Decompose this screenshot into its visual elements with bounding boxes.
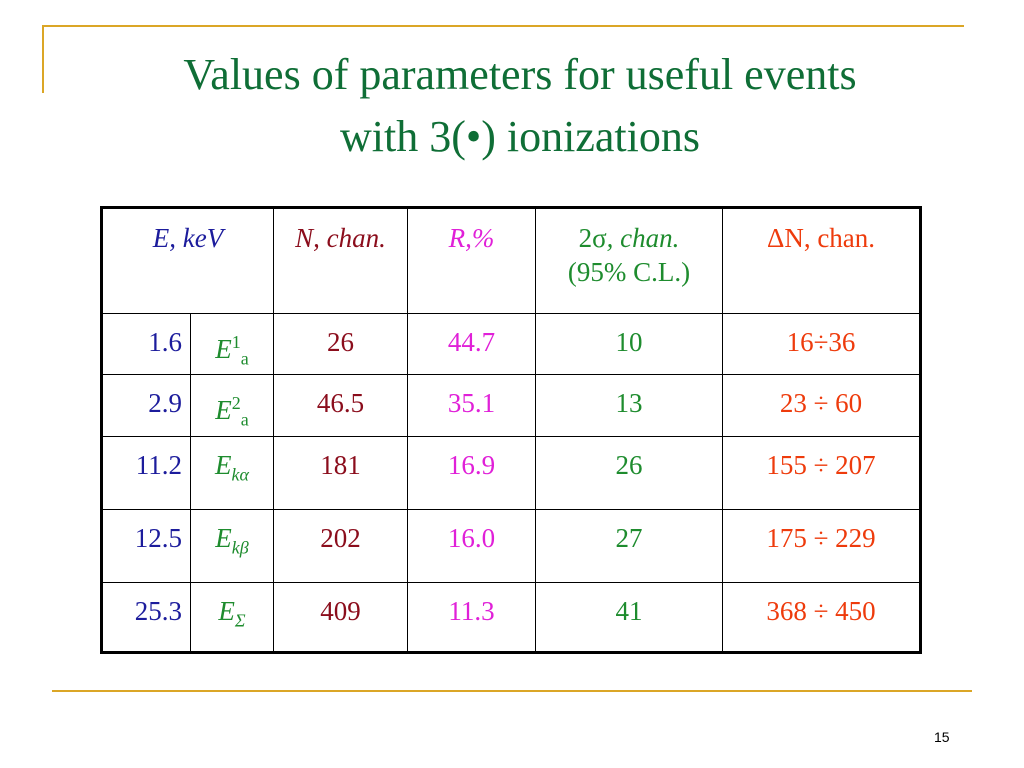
- header-two-sigma: 2σ, chan. (95% C.L.): [535, 207, 723, 314]
- r-value: 35.1: [447, 388, 496, 419]
- symbol-value: E2a: [191, 375, 273, 435]
- symbol-sub: kα: [231, 464, 249, 485]
- cell-two-sigma: 41: [535, 581, 723, 653]
- cell-energy: 11.2: [101, 435, 191, 510]
- cell-symbol: E1a: [190, 312, 274, 376]
- two-sigma-value: 27: [615, 522, 643, 553]
- cell-symbol: Ekβ: [190, 508, 274, 583]
- symbol-sub: kβ: [231, 537, 249, 558]
- table-row: 1.6 E1a 26 44.7 10 16÷36: [101, 312, 921, 376]
- symbol-value: E1a: [191, 314, 273, 374]
- symbol-value: Ekα: [191, 437, 273, 490]
- cell-n: 26: [273, 312, 408, 376]
- slide-title-line-2: with 3(•) ionizations: [339, 112, 700, 161]
- cell-energy: 2.9: [101, 374, 191, 437]
- symbol-base: E: [215, 522, 232, 553]
- header-n-chan: N, chan.: [273, 207, 408, 314]
- r-value: 11.3: [448, 595, 495, 626]
- delta-n-value: 368 ÷ 450: [766, 595, 876, 626]
- cell-symbol: E2a: [190, 374, 274, 437]
- symbol-value: EΣ: [191, 583, 273, 636]
- n-value: 202: [320, 522, 361, 553]
- header-energy-label: E, keV: [152, 223, 224, 253]
- symbol-sub: a: [240, 409, 249, 430]
- table-header-row: E, keV N, chan. R,% 2σ, chan. (95% C.L.)…: [101, 207, 921, 314]
- n-value: 26: [327, 327, 354, 357]
- table-row: 12.5 Ekβ 202 16.0 27 175 ÷ 229: [101, 508, 921, 583]
- parameters-table: E, keV N, chan. R,% 2σ, chan. (95% C.L.)…: [100, 206, 922, 654]
- header-r-percent: R,%: [407, 207, 536, 314]
- cell-two-sigma: 10: [535, 312, 723, 376]
- cell-delta-n: 368 ÷ 450: [722, 581, 921, 653]
- header-n-chan-label: N, chan.: [295, 223, 386, 253]
- symbol-base: E: [215, 395, 232, 426]
- n-value: 181: [320, 449, 361, 480]
- n-value: 409: [320, 595, 361, 626]
- cell-symbol: EΣ: [190, 581, 274, 653]
- two-sigma-value: 26: [615, 449, 643, 480]
- energy-value: 1.6: [148, 327, 182, 357]
- energy-value: 12.5: [134, 522, 182, 553]
- cell-r: 16.9: [407, 435, 536, 510]
- header-delta-n: ΔN, chan.: [722, 207, 921, 314]
- cell-n: 409: [273, 581, 408, 653]
- cell-symbol: Ekα: [190, 435, 274, 510]
- page-number: 15: [934, 729, 950, 745]
- slide-title-line-1: Values of parameters for useful events: [183, 50, 857, 99]
- cell-two-sigma: 27: [535, 508, 723, 583]
- symbol-base: E: [215, 334, 232, 364]
- symbol-sub: a: [240, 348, 249, 369]
- r-value: 16.9: [447, 449, 496, 480]
- slide-title: Values of parameters for useful events w…: [60, 44, 980, 168]
- cell-delta-n: 175 ÷ 229: [722, 508, 921, 583]
- energy-value: 25.3: [134, 595, 182, 626]
- header-two-sigma-unit: , chan.: [606, 223, 680, 253]
- cell-two-sigma: 26: [535, 435, 723, 510]
- cell-r: 35.1: [407, 374, 536, 437]
- symbol-sup: 2: [231, 393, 241, 414]
- r-value: 44.7: [447, 327, 496, 357]
- table-row: 11.2 Ekα 181 16.9 26 155 ÷ 207: [101, 435, 921, 510]
- symbol-sub: Σ: [234, 610, 246, 631]
- table-row: 25.3 EΣ 409 11.3 41 368 ÷ 450: [101, 581, 921, 653]
- delta-n-value: 16÷36: [786, 327, 856, 357]
- header-two-sigma-label: 2σ, chan. (95% C.L.): [536, 209, 722, 289]
- cell-n: 46.5: [273, 374, 408, 437]
- cell-r: 16.0: [407, 508, 536, 583]
- delta-n-value: 155 ÷ 207: [766, 449, 876, 480]
- frame-bottom-line: [52, 690, 972, 692]
- cell-two-sigma: 13: [535, 374, 723, 437]
- symbol-value: Ekβ: [191, 510, 273, 563]
- header-energy: E, keV: [101, 207, 274, 314]
- frame-top-line: [42, 25, 964, 27]
- n-value: 46.5: [316, 388, 365, 419]
- two-sigma-value: 13: [615, 388, 643, 419]
- symbol-sup: 1: [231, 332, 241, 352]
- delta-n-value: 23 ÷ 60: [779, 388, 863, 419]
- cell-energy: 25.3: [101, 581, 191, 653]
- cell-r: 11.3: [407, 581, 536, 653]
- cell-energy: 1.6: [101, 312, 191, 376]
- cell-r: 44.7: [407, 312, 536, 376]
- symbol-base: E: [218, 595, 235, 626]
- table-row: 2.9 E2a 46.5 35.1 13 23 ÷ 60: [101, 374, 921, 437]
- cell-n: 202: [273, 508, 408, 583]
- delta-n-value: 175 ÷ 229: [766, 522, 876, 553]
- header-delta-n-label: ΔN, chan.: [766, 223, 876, 253]
- cell-n: 181: [273, 435, 408, 510]
- two-sigma-value: 41: [615, 595, 643, 626]
- energy-value: 2.9: [148, 388, 182, 419]
- header-two-sigma-symbol: 2σ: [578, 223, 607, 253]
- cell-delta-n: 23 ÷ 60: [722, 374, 921, 437]
- cell-delta-n: 155 ÷ 207: [722, 435, 921, 510]
- two-sigma-value: 10: [615, 327, 643, 357]
- header-r-percent-label: R,%: [448, 223, 495, 253]
- cell-delta-n: 16÷36: [722, 312, 921, 376]
- r-value: 16.0: [447, 522, 496, 553]
- frame-left-line: [42, 25, 44, 93]
- cell-energy: 12.5: [101, 508, 191, 583]
- energy-value: 11.2: [135, 449, 182, 480]
- symbol-base: E: [215, 449, 232, 480]
- header-two-sigma-cl: (95% C.L.): [567, 257, 691, 287]
